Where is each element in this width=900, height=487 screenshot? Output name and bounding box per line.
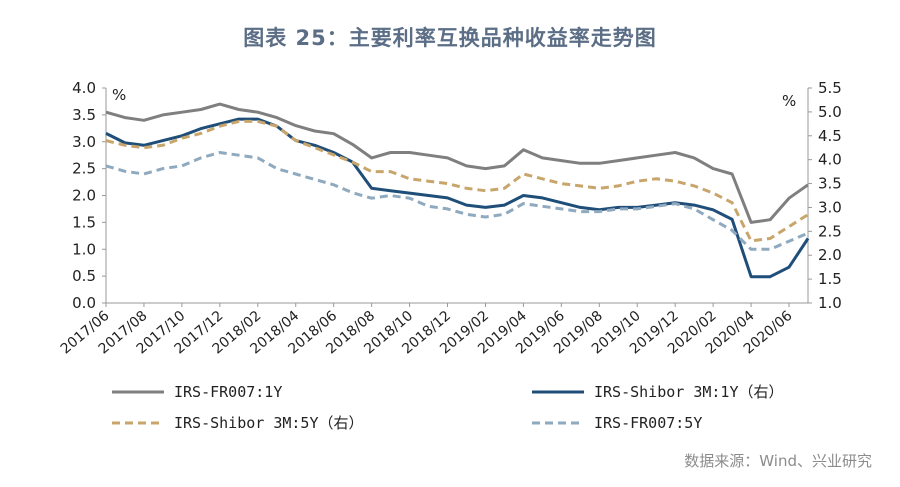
legend-label-irs-shibor-5y: IRS-Shibor 3M:5Y（右）: [174, 414, 364, 432]
source-note: 数据来源：Wind、兴业研究: [684, 452, 872, 470]
axes: 0.0 0.5 1.0 1.5 2.0 2.5 3.0 3.5 4.0 1.0 1.5 2.0 2.5 3…: [58, 79, 842, 357]
left-tick-label: 0.5: [72, 267, 96, 285]
left-tick-label: 3.5: [72, 106, 96, 124]
legend-label-irs-shibor-1y: IRS-Shibor 3M:1Y（右）: [594, 383, 784, 401]
series-layer: [105, 102, 810, 279]
left-tick-label: 2.5: [72, 160, 96, 178]
right-tick-label: 5.0: [818, 103, 842, 121]
right-tick-label: 3.0: [818, 198, 842, 216]
right-tick-label: 2.0: [818, 246, 842, 264]
series-line-irs-fr007-5y: [105, 151, 809, 251]
right-tick-label: 3.5: [818, 175, 842, 193]
right-tick-label: 4.5: [818, 127, 842, 145]
left-tick-label: 4.0: [72, 79, 96, 97]
left-tick-label: 0.0: [72, 294, 96, 312]
right-tick-label: 4.0: [818, 151, 842, 169]
right-tick-label: 1.5: [818, 270, 842, 288]
chart-title: 图表 25：主要利率互换品种收益率走势图: [243, 26, 657, 50]
series-line-irs-shibor-5y: [105, 119, 809, 243]
left-tick-label: 3.0: [72, 133, 96, 151]
right-unit-label: %: [782, 92, 796, 110]
right-tick-label: 1.0: [818, 294, 842, 312]
left-unit-label: %: [112, 86, 126, 104]
right-tick-label: 5.5: [818, 79, 842, 97]
right-tick-label: 2.5: [818, 222, 842, 240]
left-tick-label: 2.0: [72, 187, 96, 205]
series-line-irs-shibor-1y: [105, 117, 810, 279]
legend-label-irs-fr007-1y: IRS-FR007:1Y: [174, 383, 282, 401]
legend-label-irs-fr007-5y: IRS-FR007:5Y: [594, 414, 702, 432]
series-line-irs-fr007-1y: [105, 102, 809, 224]
left-tick-label: 1.0: [72, 240, 96, 258]
legend: IRS-FR007:1Y IRS-Shibor 3M:1Y（右） IRS-Shibo…: [112, 383, 784, 432]
left-tick-label: 1.5: [72, 213, 96, 231]
